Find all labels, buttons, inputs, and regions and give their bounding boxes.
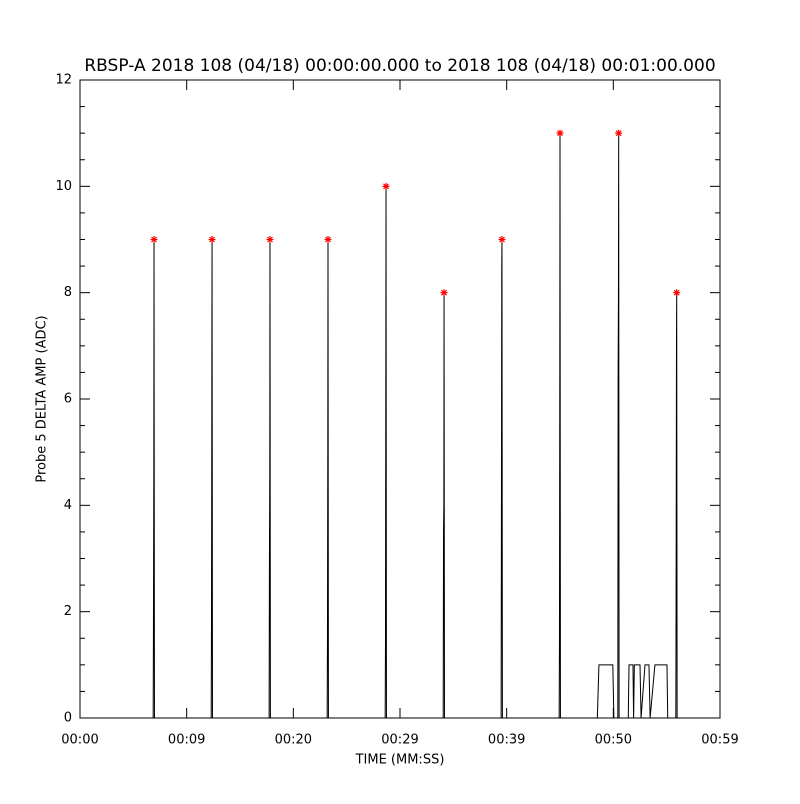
peak-marker xyxy=(382,182,390,190)
peak-marker xyxy=(556,129,564,137)
peak-marker xyxy=(673,289,681,297)
peak-marker xyxy=(615,129,623,137)
peak-marker xyxy=(498,236,506,243)
data-line xyxy=(80,133,720,719)
chart-title: RBSP-A 2018 108 (04/18) 00:00:00.000 to … xyxy=(84,56,715,76)
y-tick-label: 0 xyxy=(64,711,72,726)
x-tick-label: 00:50 xyxy=(595,733,632,748)
marker-stroke xyxy=(325,236,331,243)
marker-stroke xyxy=(615,130,622,137)
marker-stroke xyxy=(441,289,447,296)
marker-stroke xyxy=(151,236,157,243)
marker-stroke xyxy=(673,289,680,296)
marker-stroke xyxy=(209,236,215,243)
x-tick-label: 00:20 xyxy=(275,733,312,748)
peak-marker xyxy=(440,289,448,297)
x-tick-label: 00:00 xyxy=(61,733,98,748)
y-tick-label: 8 xyxy=(64,285,72,300)
marker-stroke xyxy=(499,236,505,243)
x-tick-label: 00:29 xyxy=(381,733,418,748)
x-tick-label: 00:59 xyxy=(701,733,738,748)
peak-marker xyxy=(266,236,274,243)
marker-stroke xyxy=(267,236,273,243)
y-tick-label: 12 xyxy=(55,73,72,88)
peak-marker xyxy=(208,236,216,243)
x-tick-label: 00:39 xyxy=(488,733,525,748)
marker-stroke xyxy=(557,130,563,137)
peak-marker xyxy=(150,236,158,243)
peak-marker xyxy=(324,236,332,243)
y-tick-label: 10 xyxy=(55,179,72,194)
marker-stroke xyxy=(383,183,389,190)
y-axis-label: Probe 5 DELTA AMP (ADC) xyxy=(35,315,50,482)
y-tick-label: 6 xyxy=(64,392,72,407)
x-tick-label: 00:09 xyxy=(168,733,205,748)
plot-frame xyxy=(79,79,721,719)
y-tick-label: 4 xyxy=(64,498,72,513)
y-tick-label: 2 xyxy=(64,604,72,619)
x-axis-label: TIME (MM:SS) xyxy=(355,753,445,768)
